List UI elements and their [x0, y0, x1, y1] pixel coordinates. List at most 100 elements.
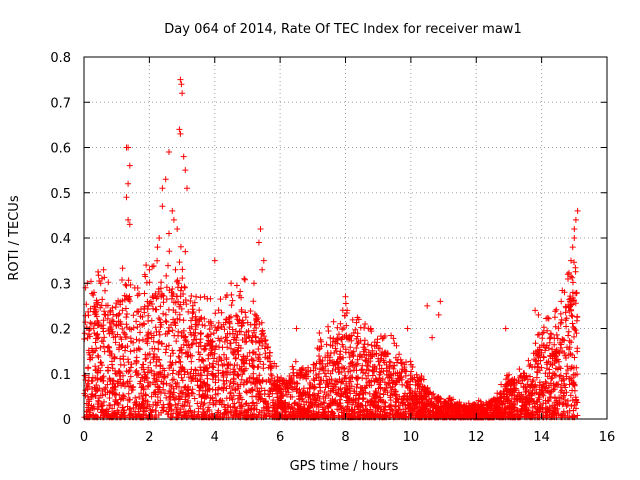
data-point [253, 316, 260, 323]
data-point-outlier [316, 330, 323, 336]
data-point [487, 405, 494, 412]
data-point-outlier [260, 257, 267, 264]
data-point [567, 295, 574, 302]
data-points [81, 76, 581, 421]
data-point [206, 326, 213, 333]
data-point [139, 361, 146, 368]
data-point [172, 401, 179, 408]
data-point [343, 389, 350, 396]
data-point [137, 329, 143, 336]
data-point [189, 306, 196, 313]
data-point [170, 385, 177, 392]
data-point [236, 328, 243, 335]
data-point-outlier [156, 235, 163, 241]
data-point [97, 359, 104, 366]
data-point-outlier [572, 216, 579, 223]
data-point [177, 364, 184, 371]
data-point [320, 393, 327, 400]
data-point [283, 391, 290, 398]
data-point [390, 370, 397, 377]
data-point [175, 400, 182, 407]
data-point [289, 363, 296, 370]
data-point [547, 334, 554, 341]
data-point [197, 343, 204, 350]
data-point [134, 309, 140, 315]
data-point [545, 398, 552, 405]
data-point-outlier [172, 266, 179, 273]
data-point [240, 353, 247, 360]
data-point [153, 295, 160, 302]
data-point [535, 364, 542, 371]
data-point [228, 345, 234, 352]
y-tick-label: 0.4 [50, 232, 71, 247]
data-point [221, 381, 228, 387]
data-point [254, 385, 261, 391]
data-point [212, 379, 219, 386]
data-point-outlier [184, 185, 190, 192]
data-point [137, 378, 144, 385]
data-point [255, 356, 262, 363]
data-point [520, 383, 527, 390]
data-point [539, 335, 546, 342]
data-point [156, 328, 163, 335]
data-point [527, 373, 533, 380]
data-point [127, 373, 134, 380]
data-point [196, 356, 202, 363]
data-point-outlier [123, 194, 130, 201]
data-point [109, 365, 116, 372]
data-point [336, 368, 343, 375]
data-point [128, 361, 135, 368]
y-tick-label: 0 [63, 413, 71, 428]
data-point [571, 387, 578, 394]
data-point [312, 384, 318, 391]
data-point [419, 395, 426, 402]
data-point [349, 374, 356, 381]
data-point [92, 339, 99, 346]
data-point [196, 307, 203, 314]
data-point [316, 353, 322, 359]
data-point [182, 396, 189, 403]
data-point [529, 378, 536, 385]
data-point [85, 312, 92, 319]
data-point [253, 400, 260, 407]
data-point [178, 284, 185, 291]
data-point [516, 366, 523, 373]
data-point [361, 324, 368, 331]
x-tick-label: 12 [468, 430, 485, 445]
data-point [149, 263, 156, 270]
data-point-outlier [342, 293, 349, 300]
data-point [238, 367, 244, 373]
data-point [172, 309, 179, 316]
data-point [130, 404, 137, 411]
data-point [223, 356, 230, 363]
data-point [131, 284, 138, 291]
data-point [250, 349, 257, 356]
data-point [553, 381, 560, 388]
data-point-outlier [179, 90, 186, 97]
data-point-outlier [293, 325, 300, 332]
data-point-outlier [502, 325, 509, 332]
x-tick-label: 10 [403, 430, 420, 445]
data-point [234, 313, 241, 320]
data-point [167, 353, 174, 359]
data-point [544, 314, 551, 321]
data-point [233, 282, 240, 289]
data-point [255, 354, 262, 361]
data-point [524, 381, 531, 388]
data-point [180, 341, 187, 348]
data-point [456, 399, 463, 406]
data-point [230, 378, 237, 385]
data-point-outlier [255, 239, 262, 246]
data-point [162, 331, 169, 337]
data-point [256, 372, 263, 379]
data-point [224, 371, 231, 378]
data-point-outlier [211, 257, 218, 264]
data-point [201, 400, 208, 407]
data-point [165, 342, 172, 349]
data-point [163, 319, 170, 325]
data-point [345, 368, 352, 375]
data-point [246, 387, 252, 394]
data-point [327, 342, 334, 349]
x-tick-label: 6 [276, 430, 284, 445]
data-point [560, 400, 567, 407]
